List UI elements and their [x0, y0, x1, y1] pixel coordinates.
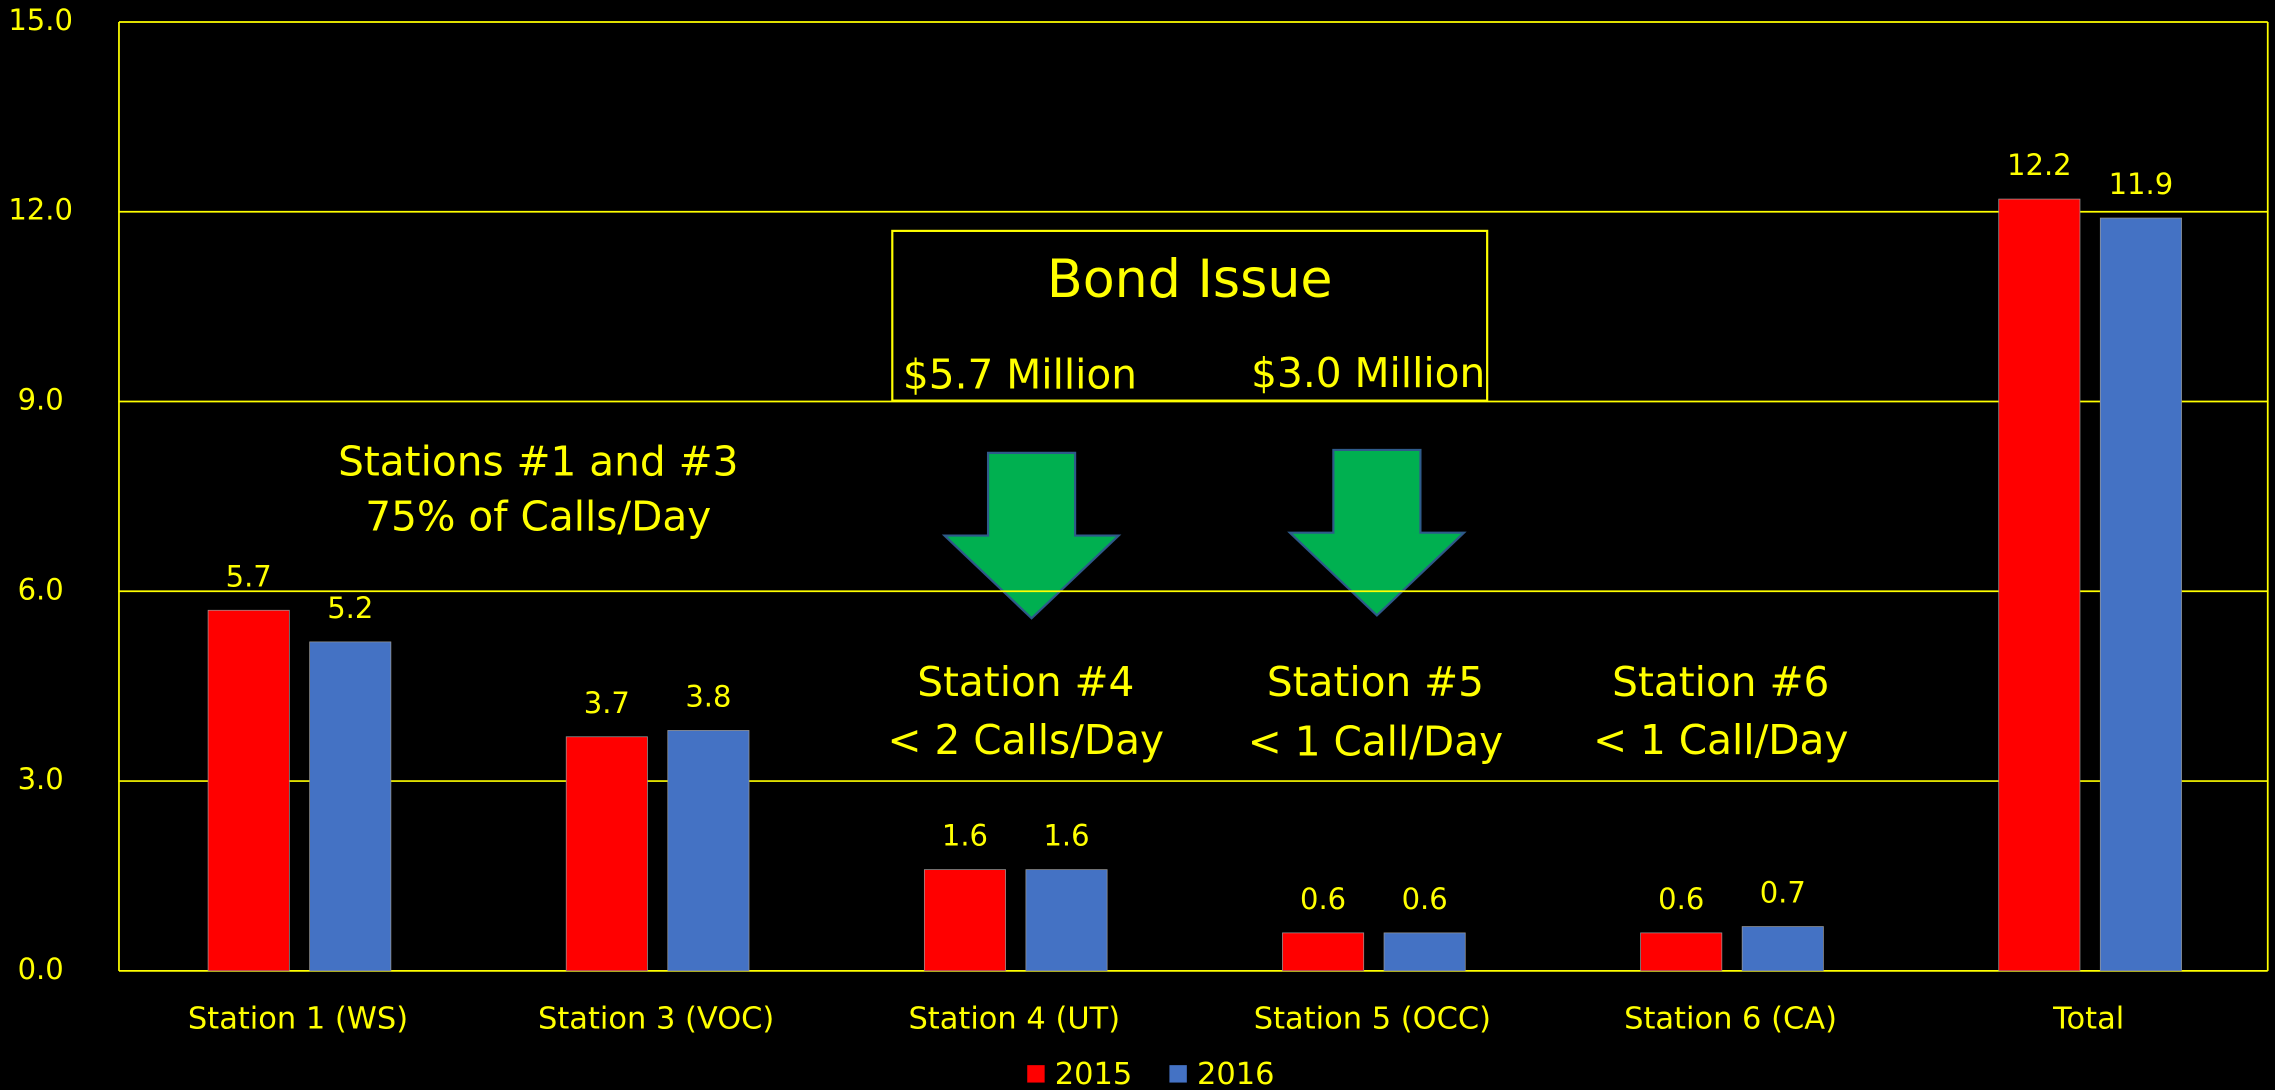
y-tick-label: 15.0 — [8, 3, 73, 37]
legend-label: 2016 — [1197, 1057, 1275, 1090]
arrow — [941, 451, 1122, 620]
bar — [1998, 198, 2081, 972]
y-tick-label: 0.0 — [18, 952, 64, 986]
data-label: 3.8 — [685, 680, 731, 714]
data-label: 0.6 — [1300, 882, 1346, 916]
bar — [309, 641, 392, 972]
annotation: Bond Issue — [1047, 250, 1333, 310]
bar — [667, 730, 750, 972]
annotation: Station #4 — [917, 658, 1134, 706]
data-label: 5.2 — [327, 591, 373, 625]
bar — [1025, 869, 1108, 972]
annotation: < 1 Call/Day — [1248, 717, 1503, 765]
x-tick-label: Station 6 (CA) — [1624, 1002, 1837, 1037]
bar — [565, 736, 648, 972]
annotation: Station #6 — [1612, 658, 1829, 706]
y-tick-label: 6.0 — [18, 572, 64, 606]
annotation: 75% of Calls/Day — [365, 493, 711, 541]
bar — [1741, 926, 1824, 972]
data-label: 11.9 — [2109, 167, 2174, 201]
x-tick-label: Station 4 (UT) — [908, 1002, 1120, 1037]
data-label: 1.6 — [942, 819, 988, 853]
annotation: $5.7 Million — [903, 350, 1137, 398]
bar — [207, 609, 290, 972]
data-label: 0.6 — [1658, 882, 1704, 916]
bar — [1640, 932, 1723, 972]
y-tick-label: 9.0 — [18, 383, 64, 417]
legend-swatch — [1027, 1065, 1045, 1083]
y-tick-label: 3.0 — [18, 762, 64, 796]
annotation: Stations #1 and #3 — [338, 437, 738, 485]
legend-swatch — [1169, 1065, 1187, 1083]
y-tick-label: 12.0 — [8, 193, 73, 227]
data-label: 0.6 — [1402, 882, 1448, 916]
legend-label: 2015 — [1055, 1057, 1133, 1090]
bar — [2099, 217, 2182, 972]
x-tick-label: Station 3 (VOC) — [538, 1002, 774, 1037]
annotation: $3.0 Million — [1251, 349, 1485, 397]
bar — [1383, 932, 1466, 972]
data-label: 3.7 — [584, 686, 630, 720]
x-tick-label: Station 1 (WS) — [188, 1002, 408, 1037]
data-label: 5.7 — [226, 559, 272, 593]
arrow — [1287, 448, 1467, 617]
bar — [1282, 932, 1365, 972]
annotation: < 2 Calls/Day — [888, 716, 1165, 764]
data-label: 1.6 — [1043, 819, 1089, 853]
x-tick-label: Total — [2052, 1002, 2124, 1037]
x-tick-label: Station 5 (OCC) — [1254, 1002, 1491, 1037]
bar — [923, 869, 1006, 972]
annotation: < 1 Call/Day — [1593, 716, 1848, 764]
annotation: Station #5 — [1267, 658, 1484, 706]
data-label: 0.7 — [1760, 876, 1806, 910]
data-label: 12.2 — [2007, 148, 2072, 182]
